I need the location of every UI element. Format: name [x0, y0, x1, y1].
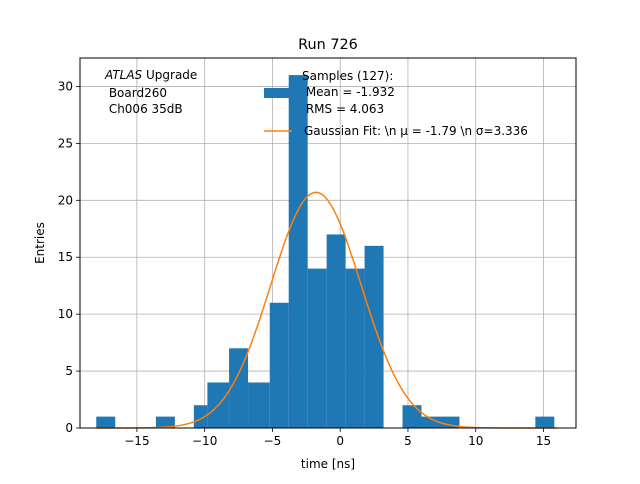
- histogram-bar: [155, 416, 175, 428]
- x-tick-label: 5: [404, 434, 412, 448]
- channel-label: Ch006 35dB: [105, 102, 183, 116]
- histogram-bar: [229, 348, 249, 428]
- histogram-bar: [535, 416, 555, 428]
- histogram-bar: [96, 416, 116, 428]
- histogram-bar: [248, 382, 270, 428]
- histogram-bar: [269, 302, 289, 428]
- histogram-bar: [421, 416, 441, 428]
- legend-hist-line-3: RMS = 4.063: [302, 102, 384, 116]
- histogram-bar: [288, 75, 308, 429]
- y-tick-label: 0: [65, 421, 73, 435]
- histogram-bar: [402, 405, 422, 428]
- legend: Samples (127): Mean = -1.932 RMS = 4.063…: [264, 69, 528, 138]
- histogram-bar: [345, 268, 365, 428]
- axes-frame: [79, 57, 577, 429]
- x-tick-label: −15: [124, 434, 149, 448]
- chart-title: Run 726: [298, 37, 358, 53]
- histogram-bar: [193, 405, 208, 428]
- legend-fit-label: Gaussian Fit: \n μ = -1.79 \n σ=3.336: [304, 124, 528, 138]
- upgrade-label: Upgrade: [142, 68, 197, 82]
- y-axis-label: Entries: [33, 222, 47, 264]
- x-tick-label: −5: [264, 434, 282, 448]
- legend-hist-line-1: Samples (127):: [302, 69, 393, 83]
- atlas-annotation: ATLAS Upgrade Board260 Ch006 35dB: [104, 68, 197, 116]
- x-tick-label: −10: [192, 434, 217, 448]
- x-tick-label: 0: [336, 434, 344, 448]
- board-label: Board260: [105, 86, 167, 100]
- annotation-line-1: ATLAS Upgrade: [104, 68, 197, 82]
- y-tick-label: 15: [58, 250, 73, 264]
- atlas-label: ATLAS: [104, 68, 143, 82]
- y-tick-label: 25: [58, 136, 73, 150]
- y-axis-ticks: 0 5 10 15 20 25 30: [58, 79, 80, 435]
- x-tick-label: 10: [468, 434, 483, 448]
- x-axis-ticks: −15 −10 −5 0 5 10 15: [124, 428, 551, 448]
- histogram-bars: [96, 75, 555, 429]
- histogram-bar: [307, 268, 327, 428]
- histogram-bar: [364, 245, 384, 428]
- y-tick-label: 20: [58, 193, 73, 207]
- histogram-bar: [440, 416, 460, 428]
- x-tick-label: 15: [536, 434, 551, 448]
- y-tick-label: 30: [58, 79, 73, 93]
- legend-hist-line-2: Mean = -1.932: [302, 85, 395, 99]
- histogram-bar: [326, 234, 346, 428]
- y-tick-label: 10: [58, 307, 73, 321]
- x-axis-label: time [ns]: [301, 457, 355, 471]
- y-tick-label: 5: [65, 364, 73, 378]
- legend-hist-swatch: [264, 88, 292, 98]
